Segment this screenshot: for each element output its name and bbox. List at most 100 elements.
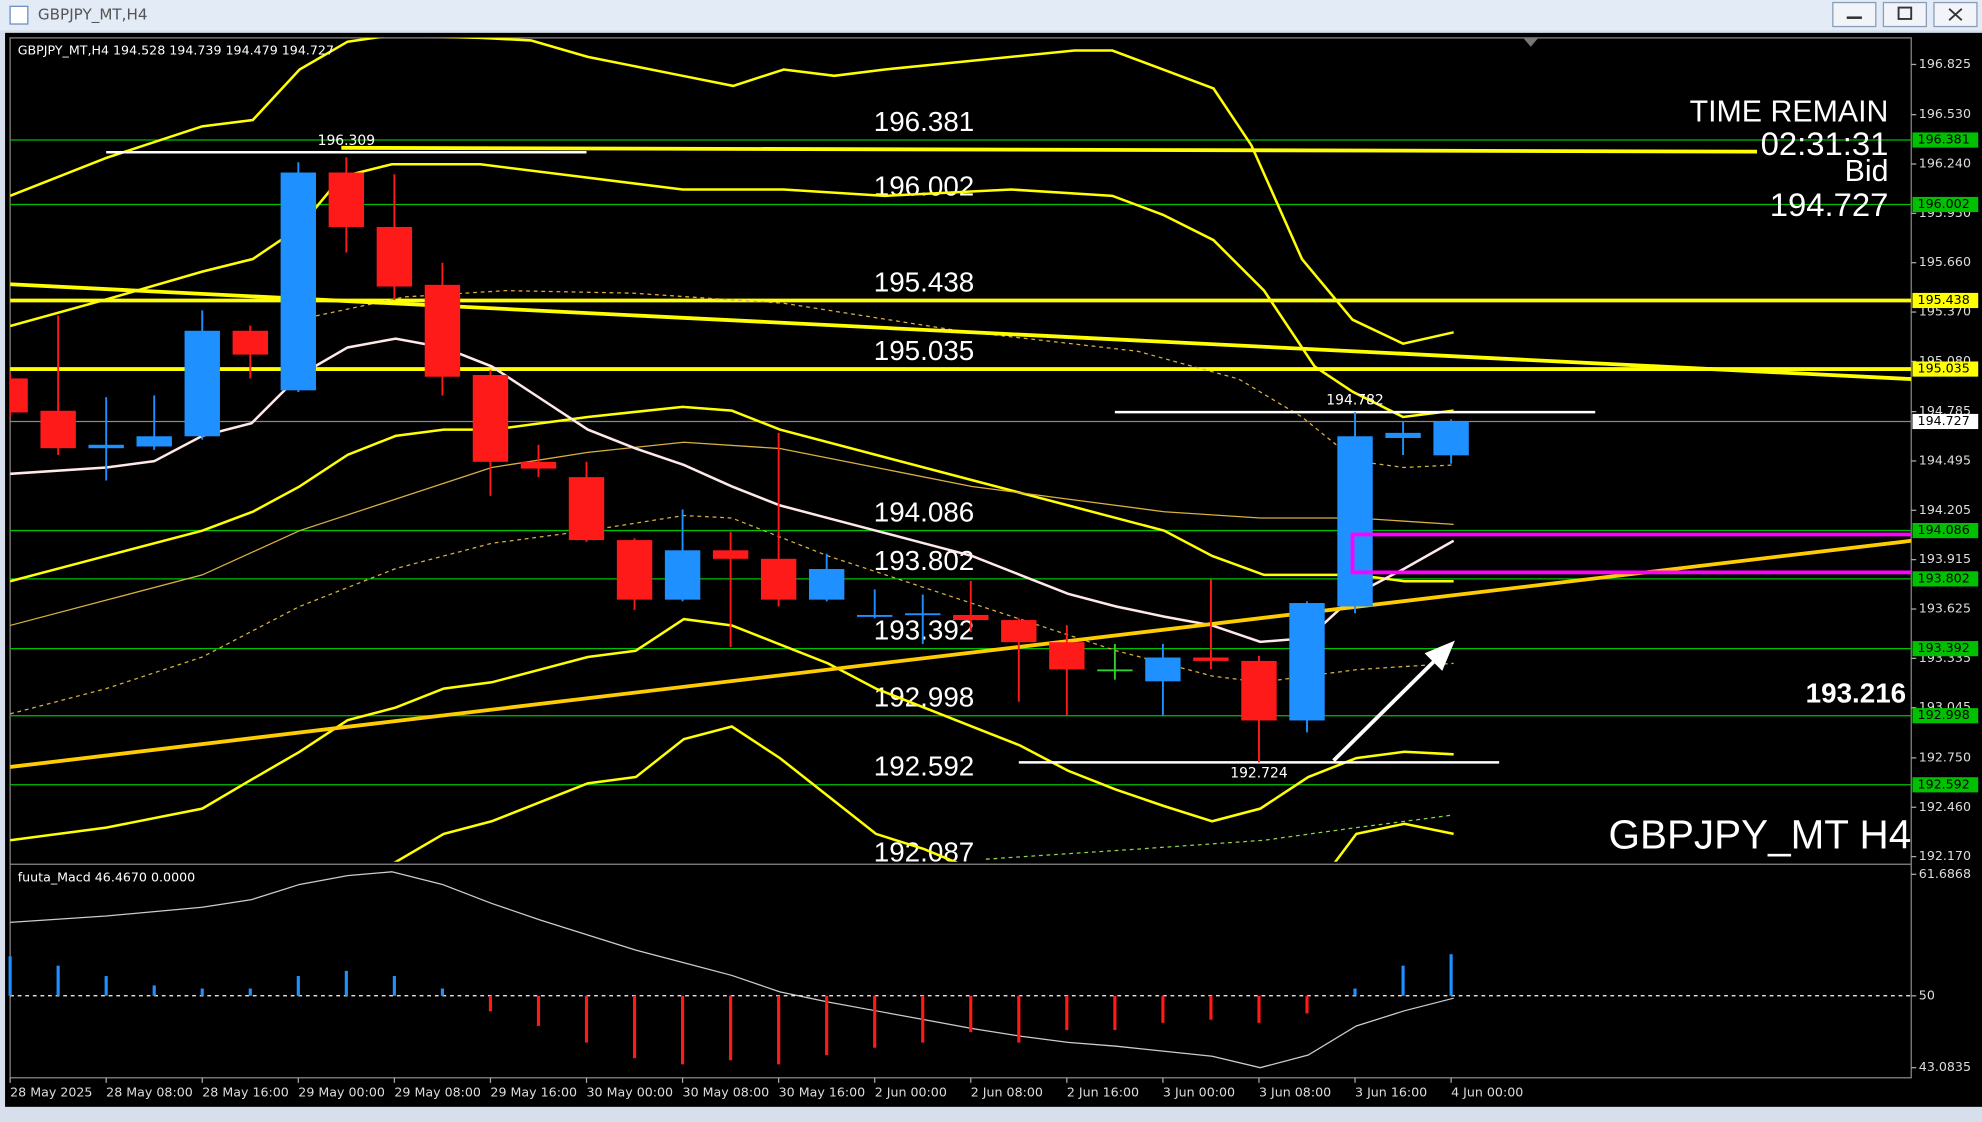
level-label: 194.086 xyxy=(874,496,975,527)
marker-label: 194.782 xyxy=(1326,393,1383,409)
main-plot: 196.381196.002195.438195.035194.086193.8… xyxy=(10,37,1912,862)
level-tag xyxy=(1912,196,1979,213)
candle-body xyxy=(905,613,941,616)
ma-dashed-upper xyxy=(315,289,1454,469)
highlight-box xyxy=(1350,532,1912,575)
level-tag xyxy=(1912,522,1979,539)
candle-body xyxy=(40,410,76,449)
level-tag-label: 193.392 xyxy=(1918,640,1970,655)
y-tick-label: 193.915 xyxy=(1919,551,1971,566)
window-buttons xyxy=(1832,1,1978,28)
x-tick-label: 3 Jun 00:00 xyxy=(1163,1084,1235,1099)
level-tag-label: 192.592 xyxy=(1918,776,1970,791)
x-tick-label: 29 May 00:00 xyxy=(298,1084,385,1099)
title-bar xyxy=(0,0,1982,31)
level-tag xyxy=(1912,641,1979,657)
info-panel: TIME REMAIN 02:31:31 Bid 194.727 193.216… xyxy=(1609,96,1912,858)
y-tick-label: 192.170 xyxy=(1919,848,1971,863)
y-tick-label: 194.495 xyxy=(1919,452,1971,467)
trend-line-up xyxy=(10,538,1912,769)
window-icon xyxy=(9,5,29,25)
minimize-button[interactable] xyxy=(1832,1,1877,28)
candle-body xyxy=(616,540,653,600)
x-tick-label: 29 May 16:00 xyxy=(490,1084,577,1099)
marker-label: 196.309 xyxy=(318,133,375,149)
macd-tick-label: 43.0835 xyxy=(1919,1059,1971,1074)
y-tick-label: 192.750 xyxy=(1919,749,1971,764)
level-tag-label: 194.086 xyxy=(1918,522,1970,537)
time-remain-label: TIME REMAIN xyxy=(1690,96,1889,129)
header-close: 194.727 xyxy=(282,42,334,57)
candle-body xyxy=(1001,620,1037,643)
x-tick-label: 2 Jun 08:00 xyxy=(971,1084,1043,1099)
x-tick-label: 30 May 00:00 xyxy=(587,1084,674,1099)
shift-marker xyxy=(1523,37,1539,47)
candle-body xyxy=(184,330,220,437)
candle-body xyxy=(1289,603,1325,721)
band-middle xyxy=(10,405,1454,583)
header-high: 194.739 xyxy=(169,42,221,57)
level-tag xyxy=(1912,777,1979,793)
ma-dashed xyxy=(10,514,1454,715)
macd-tick-label: 50 xyxy=(1919,987,1935,1002)
candle-body xyxy=(808,569,845,600)
y-tick-label: 196.530 xyxy=(1919,106,1971,121)
candle-body xyxy=(1097,669,1133,672)
macd-panel: fuuta_Macd 46.4670 0.0000 61.6868 50 43.08… xyxy=(8,866,1971,1074)
x-tick-label: 3 Jun 16:00 xyxy=(1355,1084,1427,1099)
close-icon xyxy=(1948,8,1963,21)
trend-line-down xyxy=(10,282,1912,381)
candle-body xyxy=(1337,436,1373,607)
chart-header: GBPJPY_MT,H4 194.528 194.739 194.479 194… xyxy=(18,42,334,57)
x-tick-label: 28 May 2025 xyxy=(10,1084,92,1099)
arrow-shaft xyxy=(1332,653,1443,762)
x-tick-label: 2 Jun 00:00 xyxy=(875,1084,947,1099)
macd-tick-label: 61.6868 xyxy=(1919,866,1971,881)
band-lower-outer-right xyxy=(1333,822,1454,862)
maximize-button[interactable] xyxy=(1882,1,1928,28)
candle-body xyxy=(232,330,268,355)
candle-body xyxy=(88,444,124,449)
candle-body xyxy=(712,550,749,559)
indicators xyxy=(10,37,1912,862)
x-tick-label: 28 May 08:00 xyxy=(106,1084,193,1099)
marker-label: 192.724 xyxy=(1230,766,1288,782)
band-lower xyxy=(10,617,1454,842)
ma-dashed-lower xyxy=(985,814,1454,860)
y-tick-label: 193.625 xyxy=(1919,601,1971,616)
level-label: 193.802 xyxy=(874,545,975,576)
header-open: 194.528 xyxy=(113,42,165,57)
candle-body xyxy=(520,461,557,469)
x-tick-label: 28 May 16:00 xyxy=(202,1084,289,1099)
note-value: 193.216 xyxy=(1806,677,1907,708)
band-lower-outer xyxy=(393,725,958,862)
y-tick-label: 194.205 xyxy=(1919,502,1971,517)
candle-body xyxy=(1049,642,1085,670)
candle-body xyxy=(424,284,461,377)
candle-body xyxy=(136,436,172,447)
candle-body xyxy=(857,614,893,617)
candle-body xyxy=(953,614,989,621)
x-tick-label: 29 May 08:00 xyxy=(394,1084,481,1099)
candle-body xyxy=(328,172,365,227)
plot-frame xyxy=(9,37,1912,1079)
window-title: GBPJPY_MT,H4 xyxy=(38,6,148,25)
levels: 196.381196.002195.438195.035194.086193.8… xyxy=(10,106,1912,862)
level-tag-label: 195.438 xyxy=(1918,292,1970,307)
level-label: 195.035 xyxy=(874,335,975,366)
y-tick-label: 192.460 xyxy=(1919,799,1971,814)
level-label: 192.592 xyxy=(874,751,975,782)
time-axis: 28 May 2025 28 May 08:00 28 May 16:00 29 Ma… xyxy=(9,1077,1523,1099)
x-tick-label: 30 May 16:00 xyxy=(779,1084,866,1099)
level-tag-label: 195.035 xyxy=(1918,361,1970,376)
band-mid-thin xyxy=(10,441,1454,627)
candle-body xyxy=(760,558,797,600)
macd-signal xyxy=(10,871,1454,1069)
current-price-label: 194.727 xyxy=(1918,413,1970,428)
candle-body xyxy=(568,477,605,541)
level-tag xyxy=(1912,292,1979,309)
arrow-head xyxy=(1424,640,1455,671)
header-low: 194.479 xyxy=(226,42,278,57)
